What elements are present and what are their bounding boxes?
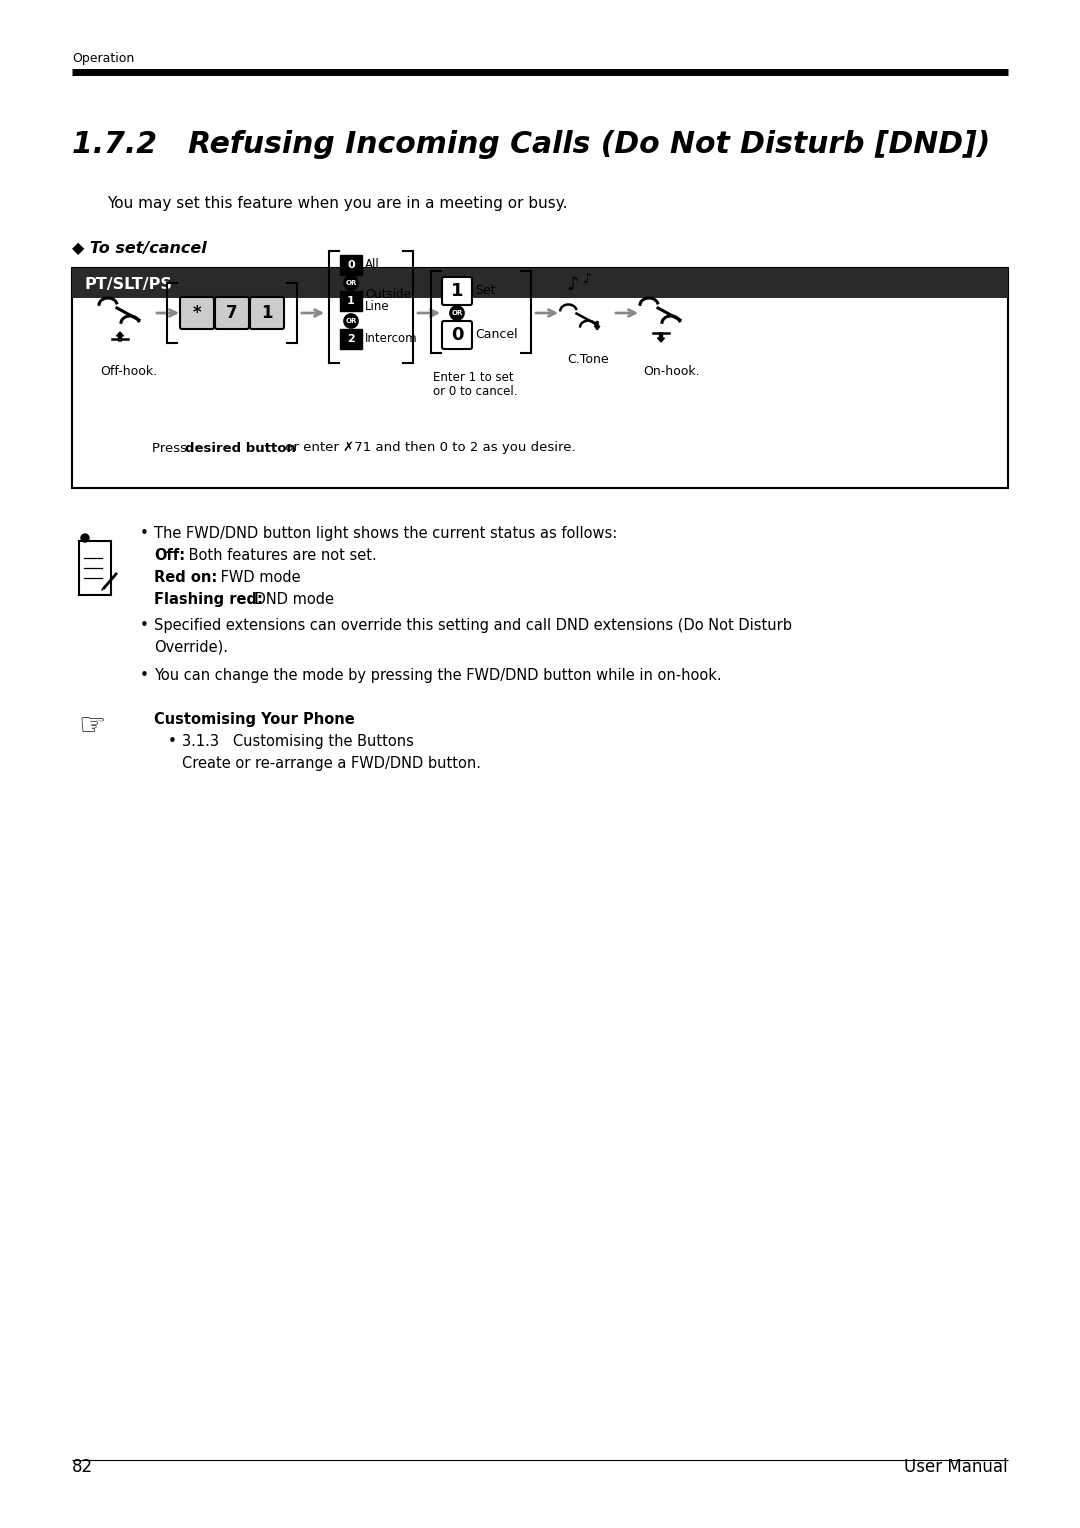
Text: You may set this feature when you are in a meeting or busy.: You may set this feature when you are in… [107, 196, 567, 211]
Text: Intercom: Intercom [365, 333, 418, 345]
Text: C.Tone: C.Tone [567, 353, 609, 367]
Text: OR: OR [346, 318, 356, 324]
FancyBboxPatch shape [72, 267, 1008, 298]
FancyBboxPatch shape [249, 296, 284, 329]
Text: 1.7.2   Refusing Incoming Calls (Do Not Disturb [DND]): 1.7.2 Refusing Incoming Calls (Do Not Di… [72, 130, 990, 159]
Text: The FWD/DND button light shows the current status as follows:: The FWD/DND button light shows the curre… [154, 526, 618, 541]
Circle shape [81, 533, 89, 542]
Text: 0: 0 [450, 325, 463, 344]
Circle shape [345, 277, 357, 290]
Text: Operation: Operation [72, 52, 134, 66]
Text: *: * [192, 304, 201, 322]
Text: or enter ✗71 and then 0 to 2 as you desire.: or enter ✗71 and then 0 to 2 as you desi… [281, 442, 576, 454]
Text: ♪: ♪ [567, 275, 579, 295]
Text: On-hook.: On-hook. [643, 365, 700, 377]
Text: Line: Line [365, 301, 390, 313]
Text: •: • [168, 733, 177, 749]
FancyArrow shape [594, 321, 599, 330]
Text: 0: 0 [347, 260, 355, 270]
Text: Off:: Off: [154, 549, 185, 562]
Text: 2: 2 [347, 335, 355, 344]
FancyBboxPatch shape [72, 267, 1008, 487]
Text: •: • [140, 668, 149, 683]
Text: PT/SLT/PS: PT/SLT/PS [84, 277, 172, 292]
Text: Outside: Outside [365, 289, 410, 301]
Text: Off-hook.: Off-hook. [100, 365, 157, 377]
Text: 1: 1 [347, 296, 355, 306]
FancyBboxPatch shape [180, 296, 214, 329]
Text: Flashing red:: Flashing red: [154, 591, 262, 607]
Text: OR: OR [451, 310, 462, 316]
Text: Create or re-arrange a FWD/DND button.: Create or re-arrange a FWD/DND button. [183, 756, 481, 772]
FancyArrow shape [658, 333, 664, 342]
Text: Set: Set [475, 284, 496, 298]
FancyBboxPatch shape [442, 321, 472, 348]
FancyBboxPatch shape [79, 541, 111, 594]
Text: •: • [140, 617, 149, 633]
Text: OR: OR [346, 280, 356, 286]
Text: ◆ To set/cancel: ◆ To set/cancel [72, 240, 206, 255]
Text: desired button: desired button [185, 442, 296, 454]
Text: Press: Press [152, 442, 191, 454]
FancyBboxPatch shape [340, 255, 362, 275]
Text: Cancel: Cancel [475, 329, 517, 341]
Text: 7: 7 [226, 304, 238, 322]
Text: 82: 82 [72, 1458, 93, 1476]
Text: Both features are not set.: Both features are not set. [184, 549, 377, 562]
Text: All: All [365, 258, 380, 272]
Text: ♪: ♪ [582, 272, 592, 286]
Text: User Manual: User Manual [904, 1458, 1008, 1476]
FancyBboxPatch shape [442, 277, 472, 306]
FancyBboxPatch shape [340, 329, 362, 348]
Text: FWD mode: FWD mode [216, 570, 300, 585]
Text: •: • [140, 526, 149, 541]
Circle shape [450, 306, 464, 319]
Text: Red on:: Red on: [154, 570, 217, 585]
Text: Customising Your Phone: Customising Your Phone [154, 712, 354, 727]
Text: Enter 1 to set: Enter 1 to set [433, 371, 514, 384]
Text: Override).: Override). [154, 640, 228, 656]
Text: or 0 to cancel.: or 0 to cancel. [433, 385, 517, 397]
FancyArrow shape [117, 332, 123, 341]
FancyBboxPatch shape [340, 290, 362, 312]
FancyBboxPatch shape [215, 296, 249, 329]
Circle shape [345, 313, 357, 329]
Text: Specified extensions can override this setting and call DND extensions (Do Not D: Specified extensions can override this s… [154, 617, 792, 633]
Text: DND mode: DND mode [249, 591, 334, 607]
Text: 3.1.3   Customising the Buttons: 3.1.3 Customising the Buttons [183, 733, 414, 749]
Text: 1: 1 [450, 283, 463, 299]
Text: You can change the mode by pressing the FWD/DND button while in on-hook.: You can change the mode by pressing the … [154, 668, 721, 683]
Text: 1: 1 [261, 304, 273, 322]
Text: ☞: ☞ [78, 712, 106, 741]
